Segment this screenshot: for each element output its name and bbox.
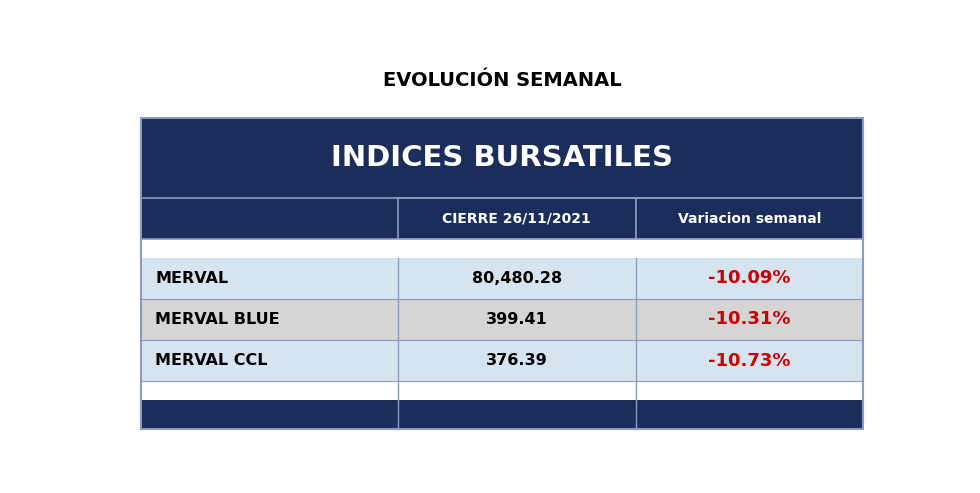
Bar	[141, 340, 863, 381]
Text: MERVAL BLUE: MERVAL BLUE	[155, 312, 279, 327]
Bar	[141, 118, 863, 429]
Bar	[636, 198, 863, 239]
Bar	[141, 198, 398, 239]
Bar	[141, 381, 863, 399]
Bar	[398, 198, 636, 239]
Bar	[141, 299, 863, 340]
Bar	[141, 399, 863, 429]
Text: EVOLUCIÓN SEMANAL: EVOLUCIÓN SEMANAL	[383, 70, 621, 90]
Text: 399.41: 399.41	[486, 312, 548, 327]
Text: 80,480.28: 80,480.28	[471, 271, 562, 286]
Text: MERVAL: MERVAL	[155, 271, 228, 286]
Text: MERVAL CCL: MERVAL CCL	[155, 353, 268, 368]
Text: -10.73%: -10.73%	[709, 352, 791, 370]
Text: -10.09%: -10.09%	[709, 269, 791, 287]
Bar	[141, 118, 863, 198]
Bar	[141, 239, 863, 258]
Text: INDICES BURSATILES: INDICES BURSATILES	[331, 144, 673, 172]
Text: CIERRE 26/11/2021: CIERRE 26/11/2021	[442, 211, 591, 226]
Text: -10.31%: -10.31%	[709, 311, 791, 328]
Text: 376.39: 376.39	[486, 353, 548, 368]
Bar	[141, 258, 863, 299]
Text: Variacion semanal: Variacion semanal	[678, 211, 821, 226]
